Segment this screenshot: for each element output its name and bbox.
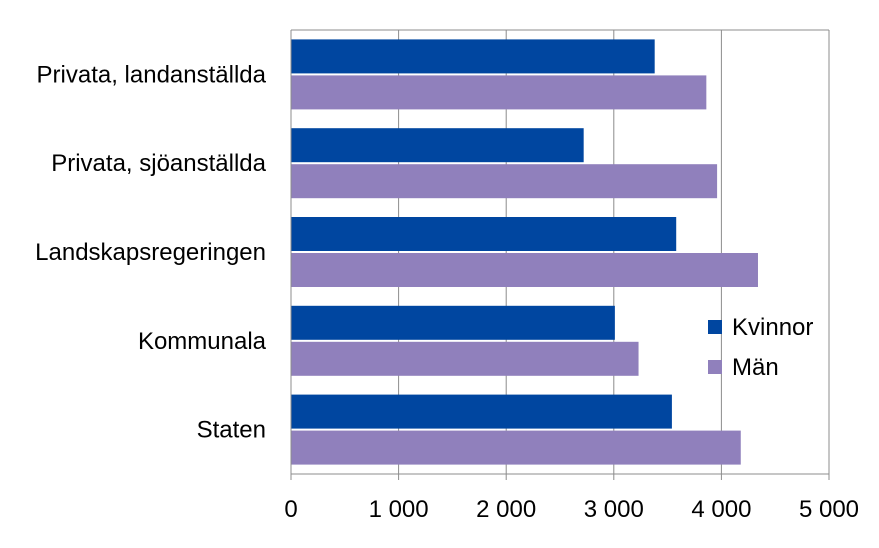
- x-tick-label: 1 000: [369, 496, 429, 523]
- legend-label: Män: [732, 354, 779, 381]
- bar-kvinnor: [291, 394, 672, 429]
- bar-man: [291, 341, 639, 376]
- category-label: Staten: [197, 417, 266, 444]
- bar-man: [291, 430, 741, 465]
- legend-label: Kvinnor: [732, 314, 813, 341]
- category-label: Landskapsregeringen: [35, 239, 266, 266]
- category-label: Kommunala: [138, 328, 267, 355]
- x-tick-label: 3 000: [584, 496, 644, 523]
- x-tick-label: 4 000: [691, 496, 751, 523]
- bars: [291, 39, 758, 465]
- x-tick-label: 5 000: [799, 496, 859, 523]
- bar-man: [291, 164, 718, 199]
- x-tick-labels: 0 1 000 2 000 3 000 4 000 5 000: [284, 496, 859, 523]
- x-tick-label: 2 000: [476, 496, 536, 523]
- x-tick-label: 0: [284, 496, 297, 523]
- bar-kvinnor: [291, 39, 655, 74]
- bar-kvinnor: [291, 128, 584, 163]
- bar-kvinnor: [291, 217, 677, 251]
- bar-man: [291, 253, 758, 287]
- legend: Kvinnor Män: [708, 314, 813, 381]
- bar-man: [291, 75, 707, 110]
- bar-kvinnor: [291, 305, 615, 340]
- category-labels: Privata, landanställda Privata, sjöanstäl…: [35, 61, 266, 443]
- category-label: Privata, landanställda: [37, 61, 267, 88]
- axes: [290, 30, 830, 480]
- category-label: Privata, sjöanställda: [51, 150, 266, 177]
- legend-swatch: [708, 320, 722, 334]
- legend-swatch: [708, 360, 722, 374]
